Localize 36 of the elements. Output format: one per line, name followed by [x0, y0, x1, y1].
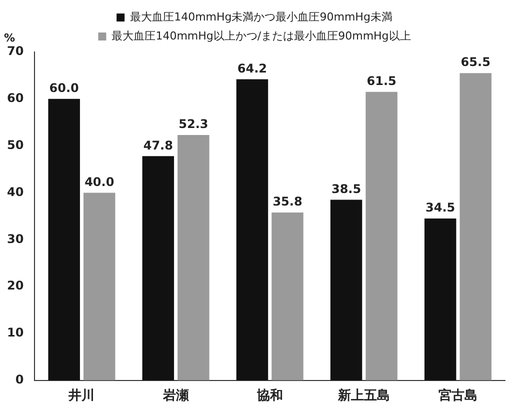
y-tick-label: 70: [6, 44, 24, 58]
bar: [48, 98, 80, 380]
y-tick-label: 20: [6, 278, 24, 293]
bar: [330, 200, 362, 380]
bar: [424, 218, 456, 380]
bar: [178, 135, 210, 380]
bar: [460, 73, 492, 380]
bar: [236, 79, 268, 380]
x-tick-label: 協和: [256, 388, 283, 404]
data-label: 64.2: [237, 61, 268, 76]
data-label: 65.5: [460, 55, 490, 70]
data-label: 40.0: [84, 174, 114, 189]
x-tick-label: 岩瀬: [162, 388, 189, 404]
x-tick-label: 新上五島: [336, 388, 390, 404]
data-label: 35.8: [272, 194, 302, 209]
y-tick-label: 50: [6, 138, 24, 152]
y-tick-label: 30: [6, 232, 24, 246]
x-tick-label: 井川: [68, 388, 95, 404]
legend-label: 最大血圧140mmHg以上かつ/または最小血圧90mmHg以上: [112, 29, 411, 42]
y-tick-label: 60: [6, 91, 24, 106]
data-label: 38.5: [331, 182, 362, 196]
y-tick-label: 0: [15, 372, 24, 387]
data-label: 34.5: [426, 200, 456, 215]
bar: [142, 156, 174, 380]
bar: [272, 212, 304, 380]
x-tick-label: 宮古島: [438, 388, 478, 404]
bar: [83, 192, 116, 380]
data-label: 47.8: [143, 138, 173, 152]
y-tick-label: 10: [6, 326, 24, 340]
legend-label: 最大血圧140mmHg未満かつ最小血圧90mmHg未満: [130, 10, 392, 24]
data-label: 60.0: [49, 81, 79, 96]
data-label: 52.3: [178, 117, 208, 132]
y-axis-title: %: [4, 31, 16, 44]
bar: [366, 92, 398, 380]
y-tick-label: 40: [6, 184, 24, 199]
data-label: 61.5: [366, 74, 396, 88]
